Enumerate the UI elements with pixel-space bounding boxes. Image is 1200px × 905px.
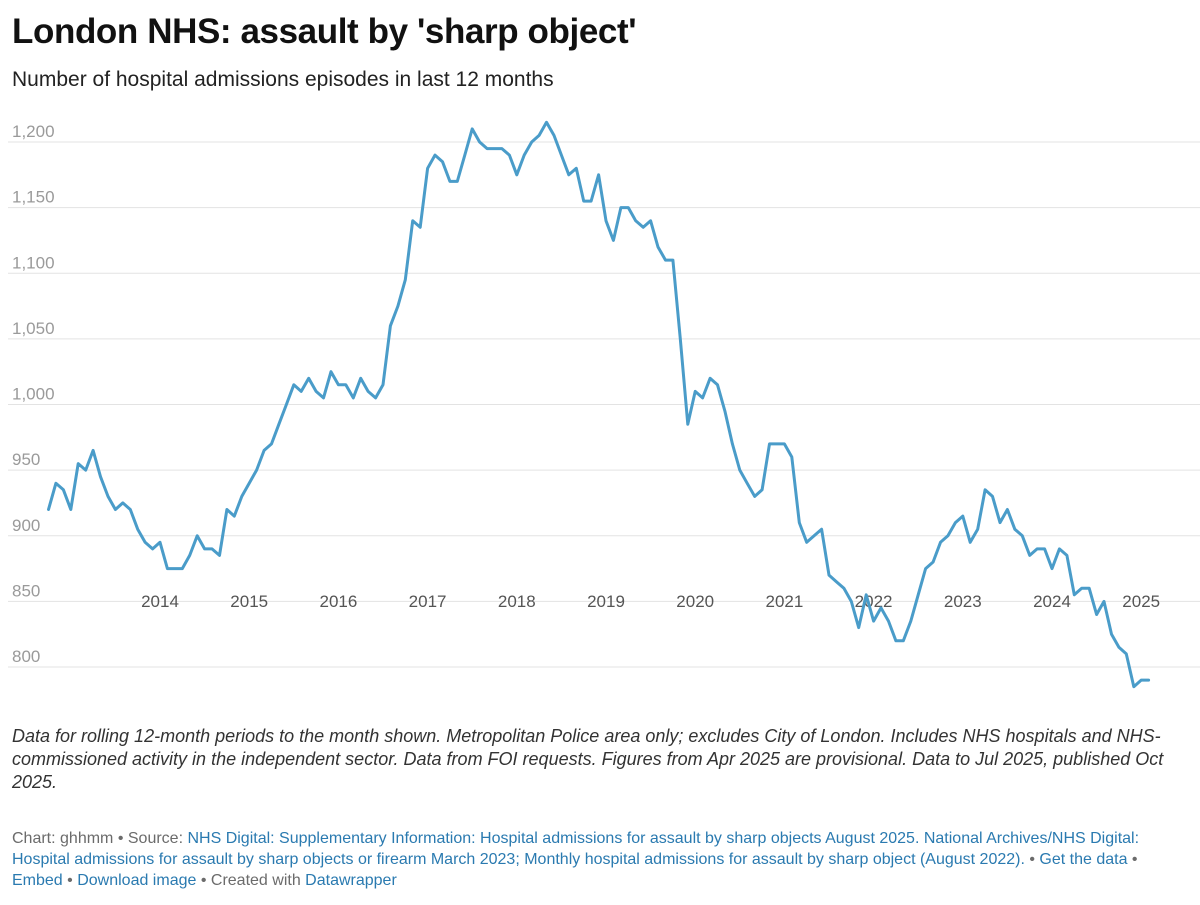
x-tick-label-2014: 2014 xyxy=(141,592,179,611)
x-tick-label-2021: 2021 xyxy=(765,592,803,611)
get-data-link[interactable]: Get the data xyxy=(1039,851,1128,868)
x-tick-label-2019: 2019 xyxy=(587,592,625,611)
y-axis-ticks: 800 850 900 950 1,000 1,050 1,100 1,150 1,200 xyxy=(12,122,55,666)
x-tick-label-2023: 2023 xyxy=(944,592,982,611)
chart-credit: Chart: ghhmm xyxy=(12,830,114,847)
y-tick-label-950: 950 xyxy=(12,450,40,469)
x-tick-label-2016: 2016 xyxy=(319,592,357,611)
y-tick-label-800: 800 xyxy=(12,647,40,666)
x-tick-label-2020: 2020 xyxy=(676,592,714,611)
series-line-0 xyxy=(47,120,1151,689)
x-axis-ticks: 2014 2015 2016 2017 2018 2019 2020 2021 2022 2023… xyxy=(141,592,1160,611)
line-chart: 800 850 900 950 1,000 1,050 1,100 1,150 1,200 20… xyxy=(8,120,1200,689)
embed-link[interactable]: Embed xyxy=(12,872,63,889)
chart-subtitle: Number of hospital admissions episodes i… xyxy=(12,68,554,91)
datawrapper-link[interactable]: Datawrapper xyxy=(305,872,397,889)
x-tick-label-2018: 2018 xyxy=(498,592,536,611)
created-with-label: Created with xyxy=(210,872,301,889)
x-tick-label-2015: 2015 xyxy=(230,592,268,611)
y-tick-label-850: 850 xyxy=(12,581,40,600)
y-tick-label-1100: 1,100 xyxy=(12,253,55,272)
y-tick-label-1150: 1,150 xyxy=(12,188,55,207)
y-tick-label-900: 900 xyxy=(12,516,40,535)
chart-title: London NHS: assault by 'sharp object' xyxy=(12,12,637,51)
chart-notes: Data for rolling 12-month periods to the… xyxy=(12,726,1164,792)
x-tick-label-2024: 2024 xyxy=(1033,592,1071,611)
download-image-link[interactable]: Download image xyxy=(77,872,197,889)
x-tick-label-2022: 2022 xyxy=(855,592,893,611)
y-tick-label-1200: 1,200 xyxy=(12,122,55,141)
x-tick-label-2025: 2025 xyxy=(1122,592,1160,611)
series-line-group xyxy=(47,120,1151,689)
source-label: Source: xyxy=(127,830,184,847)
gridlines xyxy=(8,141,1200,668)
chart-footer: Chart: ghhmm • Source: NHS Digital: Supp… xyxy=(12,830,1140,889)
y-tick-label-1000: 1,000 xyxy=(12,385,55,404)
y-tick-label-1050: 1,050 xyxy=(12,319,55,338)
source-link[interactable]: NHS Digital: Supplementary Information: … xyxy=(12,830,1140,868)
x-tick-label-2017: 2017 xyxy=(409,592,447,611)
